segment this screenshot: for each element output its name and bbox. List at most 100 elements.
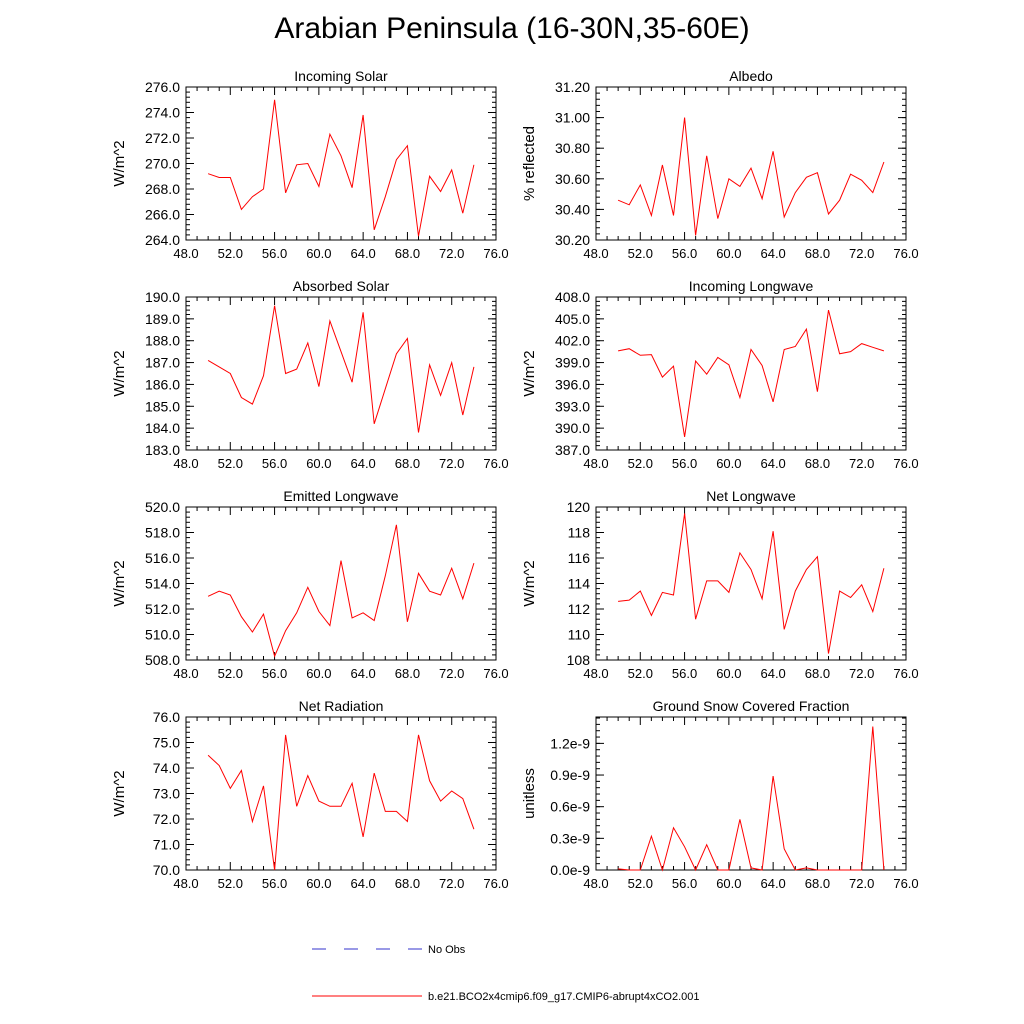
x-tick-label: 56.0 (262, 876, 287, 891)
panel-emitted-longwave: Emitted Longwave W/m^2 48.0 52.0 56.0 60.0 64.… (111, 488, 509, 681)
x-tick-label: 52.0 (628, 876, 653, 891)
series-line (618, 309, 885, 437)
y-tick-label: 183.0 (145, 442, 180, 458)
y-axis-label: W/m^2 (111, 140, 128, 186)
x-tick-label: 56.0 (672, 456, 697, 471)
y-tick-label: 75.0 (153, 735, 180, 751)
y-tick-label: 112 (568, 601, 591, 617)
y-tick-label: 520.0 (145, 499, 180, 515)
y-axis-label: W/m^2 (521, 350, 538, 396)
y-tick-label: 188.0 (145, 333, 180, 349)
panel-title: Incoming Solar (294, 68, 388, 84)
panel-incoming-longwave: Incoming Longwave W/m^2 48.0 52.0 56.0 60.0 64… (521, 278, 919, 471)
y-tick-label: 186.0 (145, 376, 180, 392)
plot-frame (595, 86, 907, 241)
y-tick-label: 0.0e-9 (550, 862, 590, 878)
y-tick-label: 185.0 (145, 398, 180, 414)
x-tick-label: 52.0 (628, 456, 653, 471)
x-tick-label: 56.0 (262, 666, 287, 681)
series-line (207, 99, 475, 237)
panel-title: Ground Snow Covered Fraction (653, 698, 850, 714)
x-tick-label: 48.0 (173, 246, 198, 261)
y-tick-label: 514.0 (145, 576, 180, 592)
x-tick-label: 72.0 (849, 666, 874, 681)
plot-frame (185, 86, 497, 241)
x-tick-label: 48.0 (583, 246, 608, 261)
x-tick-label: 68.0 (805, 876, 830, 891)
plot-frame (185, 296, 497, 451)
y-tick-label: 274.0 (145, 105, 180, 121)
panel-net-radiation: Net Radiation W/m^2 48.0 52.0 56.0 60.0 64.0 68… (111, 698, 509, 891)
x-tick-label: 52.0 (218, 246, 243, 261)
x-tick-label: 60.0 (306, 246, 331, 261)
y-tick-label: 518.0 (145, 525, 180, 541)
y-axis-label: W/m^2 (111, 350, 128, 396)
y-tick-label: 405.0 (555, 311, 590, 327)
y-tick-label: 266.0 (145, 207, 180, 223)
x-tick-label: 68.0 (395, 456, 420, 471)
x-tick-label: 60.0 (716, 666, 741, 681)
x-tick-label: 48.0 (173, 666, 198, 681)
y-tick-label: 272.0 (145, 130, 180, 146)
x-tick-label: 68.0 (805, 666, 830, 681)
x-tick-label: 48.0 (173, 456, 198, 471)
x-tick-label: 68.0 (805, 456, 830, 471)
x-tick-label: 76.0 (483, 246, 508, 261)
x-tick-label: 48.0 (583, 456, 608, 471)
x-tick-label: 56.0 (672, 876, 697, 891)
x-tick-label: 68.0 (805, 246, 830, 261)
x-tick-label: 76.0 (483, 876, 508, 891)
x-tick-label: 76.0 (893, 246, 918, 261)
x-tick-label: 48.0 (583, 876, 608, 891)
x-tick-label: 72.0 (439, 246, 464, 261)
x-tick-label: 68.0 (395, 666, 420, 681)
y-tick-label: 512.0 (145, 601, 180, 617)
panel-title: Absorbed Solar (293, 278, 390, 294)
x-tick-label: 72.0 (849, 876, 874, 891)
plot-frame (595, 506, 907, 661)
y-tick-label: 31.20 (555, 79, 590, 95)
plot-frame (595, 716, 907, 871)
y-tick-label: 118 (568, 525, 591, 541)
panel-incoming-solar: Incoming Solar W/m^2 48.0 52.0 56.0 60.0 64.0 6… (111, 68, 509, 261)
y-tick-label: 70.0 (153, 862, 180, 878)
panel-title: Net Longwave (706, 488, 796, 504)
y-tick-label: 268.0 (145, 181, 180, 197)
y-tick-label: 1.2e-9 (550, 735, 590, 751)
y-axis-label: W/m^2 (521, 560, 538, 606)
panel-title: Incoming Longwave (689, 278, 814, 294)
y-tick-label: 120 (567, 499, 591, 515)
x-tick-label: 60.0 (716, 876, 741, 891)
x-tick-label: 60.0 (306, 456, 331, 471)
x-tick-label: 72.0 (439, 456, 464, 471)
x-tick-label: 60.0 (306, 666, 331, 681)
panel-title: Albedo (729, 68, 773, 84)
y-tick-label: 74.0 (153, 760, 180, 776)
y-axis-label: unitless (521, 768, 538, 819)
x-tick-label: 60.0 (306, 876, 331, 891)
y-tick-label: 399.0 (555, 355, 590, 371)
panel-title: Emitted Longwave (283, 488, 398, 504)
y-tick-label: 0.3e-9 (550, 830, 590, 846)
plot-frame (185, 506, 497, 661)
y-tick-label: 510.0 (145, 627, 180, 643)
y-tick-label: 73.0 (153, 786, 180, 802)
y-tick-label: 264.0 (145, 232, 180, 248)
panel-net-longwave: Net Longwave W/m^2 48.0 52.0 56.0 60.0 64.0 68.… (521, 488, 919, 681)
x-tick-label: 72.0 (849, 246, 874, 261)
x-tick-label: 76.0 (483, 666, 508, 681)
panel-absorbed-solar: Absorbed Solar W/m^2 48.0 52.0 56.0 60.0 64.0 6… (111, 278, 509, 471)
series-line (617, 117, 885, 236)
x-tick-label: 76.0 (893, 456, 918, 471)
x-tick-label: 56.0 (672, 666, 697, 681)
y-tick-label: 30.40 (555, 201, 590, 217)
x-tick-label: 64.0 (350, 666, 375, 681)
x-tick-label: 76.0 (893, 876, 918, 891)
x-tick-label: 72.0 (439, 876, 464, 891)
series-line (207, 305, 475, 433)
legend-obs-label: No Obs (428, 944, 466, 956)
y-tick-label: 187.0 (145, 355, 180, 371)
y-axis-label: W/m^2 (111, 770, 128, 816)
x-tick-label: 64.0 (760, 456, 785, 471)
